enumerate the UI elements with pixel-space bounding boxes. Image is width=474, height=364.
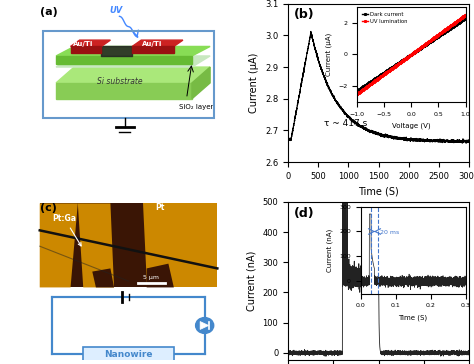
Bar (40, 203, 218, 288)
Circle shape (196, 317, 214, 333)
Text: (a): (a) (40, 7, 57, 17)
Y-axis label: Current (nA): Current (nA) (247, 251, 257, 311)
Polygon shape (56, 67, 210, 83)
Text: Au/Ti: Au/Ti (73, 41, 93, 47)
Text: Pt: Pt (156, 203, 165, 212)
Text: UV: UV (109, 6, 122, 15)
Polygon shape (192, 67, 210, 99)
X-axis label: Time (S): Time (S) (358, 186, 399, 197)
Polygon shape (56, 83, 192, 99)
Polygon shape (200, 321, 209, 329)
Text: Au/Ti: Au/Ti (142, 41, 162, 47)
Polygon shape (56, 56, 192, 64)
Text: Pt:Ga: Pt:Ga (53, 214, 81, 246)
Text: 5 μm: 5 μm (143, 275, 159, 280)
Polygon shape (132, 47, 174, 53)
Polygon shape (40, 203, 78, 288)
Text: Si substrate: Si substrate (97, 77, 142, 86)
Text: Nanowire: Nanowire (104, 349, 153, 359)
Polygon shape (146, 264, 174, 288)
Polygon shape (78, 203, 114, 288)
Text: SiO₂ layer: SiO₂ layer (179, 104, 214, 110)
Text: (c): (c) (40, 203, 56, 213)
Polygon shape (71, 40, 110, 47)
Polygon shape (132, 40, 183, 47)
Polygon shape (56, 47, 210, 56)
Polygon shape (92, 268, 114, 288)
Polygon shape (71, 47, 101, 53)
Polygon shape (143, 203, 218, 288)
Y-axis label: Current (μA): Current (μA) (249, 53, 259, 113)
Text: (d): (d) (293, 207, 314, 219)
Text: τ ~ 417 s: τ ~ 417 s (324, 119, 367, 128)
Polygon shape (56, 56, 210, 67)
Text: (b): (b) (293, 8, 314, 21)
FancyBboxPatch shape (83, 347, 174, 361)
